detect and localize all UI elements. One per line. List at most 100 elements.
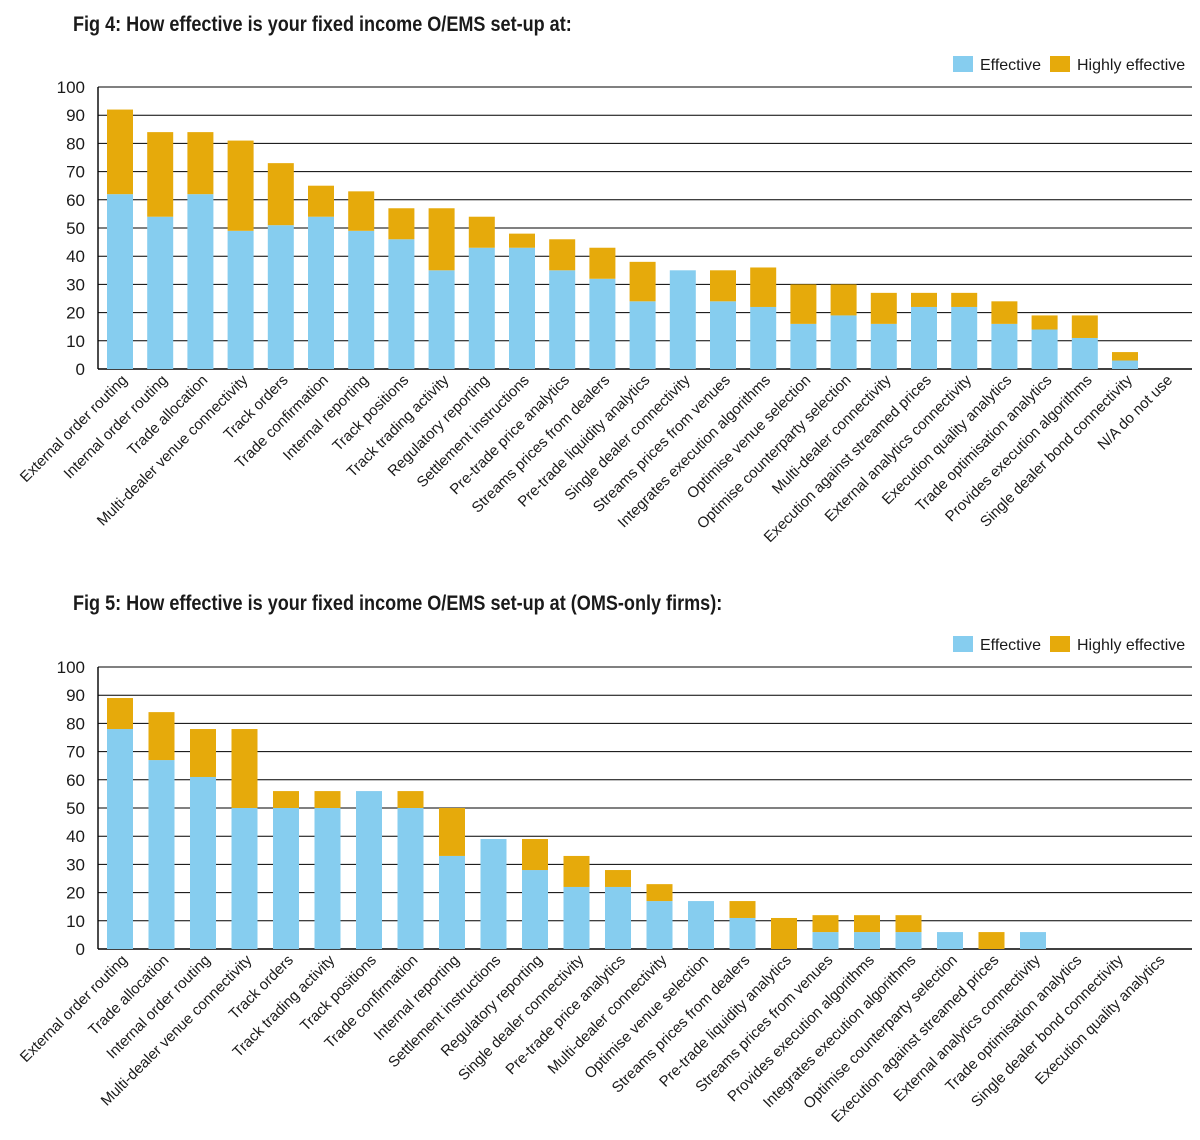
fig5-bar-effective [812,932,839,949]
fig4-bar-highly-effective [790,284,817,324]
fig4-bar-effective [187,194,214,369]
fig4-y-tick-label: 10 [66,332,85,351]
fig4-y-tick-label: 50 [66,219,85,238]
fig4-legend-label-highly-effective: Highly effective [1077,57,1185,74]
fig5-legend-label-highly-effective: Highly effective [1077,637,1185,654]
fig5-legend: Effective Highly effective [953,636,1185,654]
fig4-bar-highly-effective [1071,315,1098,338]
fig5-bar-highly-effective [729,901,756,918]
fig4-bar-highly-effective [348,191,375,231]
fig4-bar-highly-effective [750,267,777,307]
fig5-bar-effective [937,932,963,949]
fig5-title: Fig 5: How effective is your fixed incom… [73,592,723,615]
fig4-y-tick-label: 70 [66,163,85,182]
fig5-bar-highly-effective [439,808,465,856]
fig5-y-tick-label: 20 [66,884,85,903]
fig4-y-tick-label: 100 [57,78,85,97]
fig4-bar-effective [107,194,133,369]
fig4-bar-effective [629,301,656,369]
fig4-bar-highly-effective [911,292,937,307]
fig4-y-tick-label: 90 [66,106,85,125]
fig5-bar-highly-effective [107,698,133,730]
fig5-legend-label-effective: Effective [980,637,1041,654]
fig5-bar-effective [480,839,507,949]
fig4-bar-effective [1071,337,1098,369]
fig4-bar-highly-effective [589,247,616,279]
fig4-y-tick-label: 40 [66,247,85,266]
fig5-bar-effective [439,855,465,949]
fig4-bar-effective [468,247,495,369]
fig4-bar-highly-effective [227,140,254,231]
fig5-legend-swatch-highly-effective [1050,636,1070,652]
fig4-bar-highly-effective [830,284,857,316]
fig4-bar-effective [388,239,415,369]
fig4-bar-highly-effective [308,185,334,217]
fig4-bar-effective [790,323,817,369]
fig5-y-tick-label: 70 [66,743,85,762]
fig4-bar-effective [911,306,937,369]
fig4-bar-effective [710,301,736,369]
fig5-y-tick-label: 10 [66,912,85,931]
fig5-bar-effective [729,917,756,949]
fig5-bar-effective [273,808,299,949]
fig4-bar-highly-effective [1112,352,1138,361]
fig4-bar-effective [428,270,455,369]
fig4-bar-highly-effective [549,239,576,271]
fig4-legend-swatch-effective [953,56,973,72]
fig4-bar-highly-effective [107,109,133,195]
fig5-bar-effective [107,729,133,949]
fig5-bar-highly-effective [812,915,839,933]
fig4-bar-highly-effective [187,132,214,195]
fig4-bar-effective [669,270,696,369]
fig4-bar-effective [509,247,535,369]
fig5-bar-effective [646,901,673,949]
fig4-bar-highly-effective [629,261,656,302]
fig4-bar-highly-effective [147,132,174,217]
fig4-bar-highly-effective [388,208,415,240]
fig5-y-tick-label: 60 [66,771,85,790]
fig4-bar-highly-effective [509,233,535,248]
fig4-bar-effective [227,230,254,369]
fig5-y-tick-label: 100 [57,658,85,677]
fig5-bar-highly-effective [563,855,590,887]
fig4-bar-highly-effective [991,301,1018,324]
fig4-title: Fig 4: How effective is your fixed incom… [73,13,572,36]
fig4-bar-effective [991,323,1018,369]
fig4-y-tick-label: 0 [76,360,85,379]
fig5-bar-highly-effective [190,729,216,777]
fig5-bar-highly-effective [605,870,631,887]
fig4-bar-effective [870,323,897,369]
fig4-bar-highly-effective [870,292,897,324]
fig5-bar-highly-effective [273,791,299,808]
fig5-bar-effective [148,760,175,949]
fig5-bar-effective [854,932,880,949]
fig5-bar-highly-effective [522,839,548,871]
fig4-legend-label-effective: Effective [980,57,1041,74]
fig4-bar-effective [830,315,857,369]
fig4-bar-highly-effective [468,216,495,248]
fig4-bar-effective [589,278,616,369]
fig5-bar-effective [314,808,341,949]
fig4-bar-highly-effective [710,270,736,302]
fig5-bar-effective [605,886,631,949]
fig5-y-tick-label: 80 [66,714,85,733]
fig4-bar-highly-effective [267,163,294,226]
fig4-chart: Effective Highly effective 0 10 20 30 40 50 60 70… [17,56,1192,546]
fig4-bar-effective [1031,329,1058,369]
fig5-legend-swatch-effective [953,636,973,652]
fig5-bar-effective [397,808,424,949]
fig4-bar-effective [308,216,334,369]
fig4-bar-effective [267,225,294,369]
fig4-bar-effective [348,230,375,369]
fig5-bar-effective [563,886,590,949]
fig4-bar-effective [549,270,576,369]
fig5-y-tick-label: 40 [66,827,85,846]
fig4-bar-effective [1112,360,1138,369]
fig5-bar-highly-effective [771,917,797,949]
fig5-bar-effective [190,776,216,949]
fig5-bar-highly-effective [231,729,258,808]
fig4-bar-effective [750,306,777,369]
fig5-bar-effective [1020,932,1046,949]
fig4-y-tick-label: 20 [66,304,85,323]
fig5-x-tick-label: Single dealer bond connectivity [968,951,1127,1110]
